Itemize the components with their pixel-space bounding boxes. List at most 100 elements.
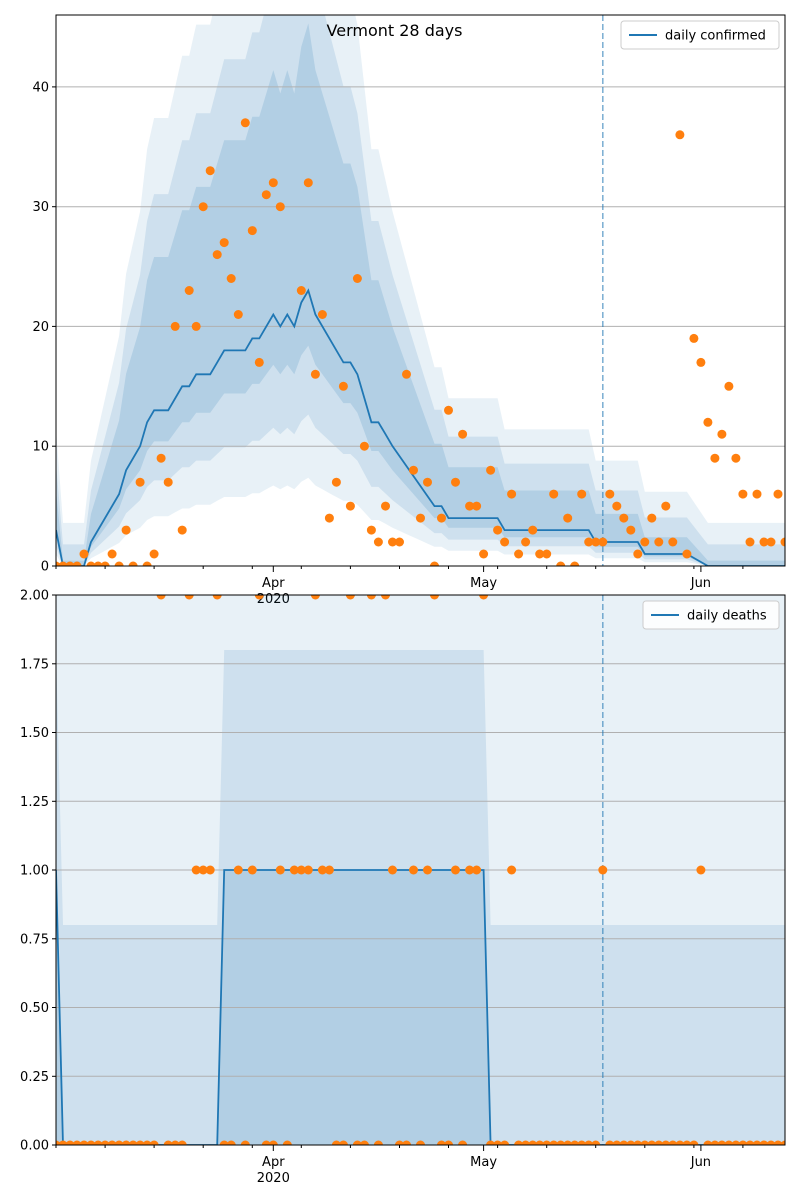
- data-point: [156, 453, 166, 463]
- x-tick-label: Apr: [262, 576, 285, 591]
- data-point: [647, 1140, 657, 1145]
- data-point: [86, 1140, 96, 1145]
- data-point: [205, 865, 215, 875]
- x-tick-label: May: [470, 576, 497, 591]
- x-tick-year-label: 2020: [257, 1171, 290, 1186]
- data-point: [514, 1140, 524, 1145]
- data-point: [661, 501, 671, 511]
- data-point: [612, 501, 622, 511]
- data-point: [717, 1140, 727, 1145]
- legend-label: daily deaths: [687, 609, 767, 624]
- data-point: [542, 1140, 552, 1145]
- data-point: [395, 537, 404, 547]
- data-point: [128, 561, 138, 566]
- y-tick-label: 30: [32, 200, 49, 215]
- data-point: [338, 1140, 348, 1145]
- data-point: [402, 369, 411, 379]
- data-point: [570, 561, 580, 566]
- data-point: [163, 1140, 173, 1145]
- x-tick-label: May: [470, 1155, 497, 1170]
- data-point: [149, 1140, 159, 1145]
- data-point: [317, 865, 327, 875]
- data-point: [703, 1140, 713, 1145]
- data-point: [766, 537, 776, 547]
- data-point: [240, 118, 250, 128]
- data-point: [65, 1140, 75, 1145]
- data-point: [310, 369, 320, 379]
- data-point: [591, 1140, 601, 1145]
- uncertainty-band: [56, 23, 785, 566]
- data-point: [352, 274, 362, 283]
- data-point: [570, 1140, 580, 1145]
- data-point: [549, 1140, 559, 1145]
- data-point: [430, 595, 439, 600]
- y-tick-label: 40: [32, 80, 49, 95]
- uncertainty-band: [56, 15, 785, 566]
- data-point: [219, 238, 229, 248]
- y-tick-label: 20: [32, 320, 49, 335]
- data-point: [107, 549, 117, 559]
- data-point: [121, 525, 131, 535]
- data-point: [373, 1140, 383, 1145]
- data-point: [507, 865, 517, 875]
- legend: daily confirmed: [620, 20, 780, 50]
- data-point: [696, 865, 706, 875]
- data-point: [65, 561, 75, 566]
- data-point: [184, 286, 194, 295]
- data-point: [724, 1140, 734, 1145]
- data-point: [437, 1140, 446, 1145]
- data-point: [233, 310, 243, 319]
- data-point: [591, 537, 601, 547]
- data-point: [402, 1140, 411, 1145]
- data-point: [521, 1140, 531, 1145]
- data-point: [598, 537, 608, 547]
- axes-frame: [55, 14, 786, 567]
- data-point: [759, 1140, 769, 1145]
- data-point: [542, 549, 552, 559]
- series-line: [56, 869, 785, 1145]
- data-point: [212, 595, 222, 600]
- data-point: [79, 1140, 89, 1145]
- data-point: [345, 501, 355, 511]
- data-point: [710, 1140, 720, 1145]
- data-point: [388, 537, 397, 547]
- data-point: [458, 429, 468, 439]
- data-point: [479, 549, 489, 559]
- data-point: [219, 1140, 229, 1145]
- y-tick-label: 1.00: [20, 864, 49, 879]
- data-point: [100, 561, 110, 566]
- data-point: [605, 1140, 615, 1145]
- data-point: [626, 1140, 636, 1145]
- data-point: [268, 1140, 278, 1145]
- data-point: [352, 1140, 362, 1145]
- data-point: [500, 537, 510, 547]
- data-point: [254, 595, 264, 600]
- data-point: [381, 595, 390, 600]
- data-point: [373, 537, 383, 547]
- data-point: [296, 865, 306, 875]
- data-point: [766, 1140, 776, 1145]
- data-point: [366, 595, 376, 600]
- data-point: [135, 1140, 145, 1145]
- data-point: [282, 1140, 292, 1145]
- data-point: [58, 1140, 68, 1145]
- data-point: [310, 595, 320, 600]
- data-point: [240, 1140, 250, 1145]
- data-point: [752, 1140, 762, 1145]
- data-point: [612, 1140, 622, 1145]
- data-point: [170, 1140, 180, 1145]
- data-point: [507, 489, 517, 499]
- data-point: [72, 561, 82, 566]
- data-point: [100, 1140, 110, 1145]
- y-tick-label: 0.50: [20, 1001, 49, 1016]
- data-point: [535, 1140, 545, 1145]
- data-point: [486, 465, 496, 475]
- data-point: [493, 1140, 503, 1145]
- data-point: [331, 1140, 341, 1145]
- data-point: [465, 501, 475, 511]
- data-point: [128, 1140, 138, 1145]
- data-point: [549, 489, 559, 499]
- y-tick-label: 1.75: [20, 657, 49, 672]
- data-point: [289, 865, 299, 875]
